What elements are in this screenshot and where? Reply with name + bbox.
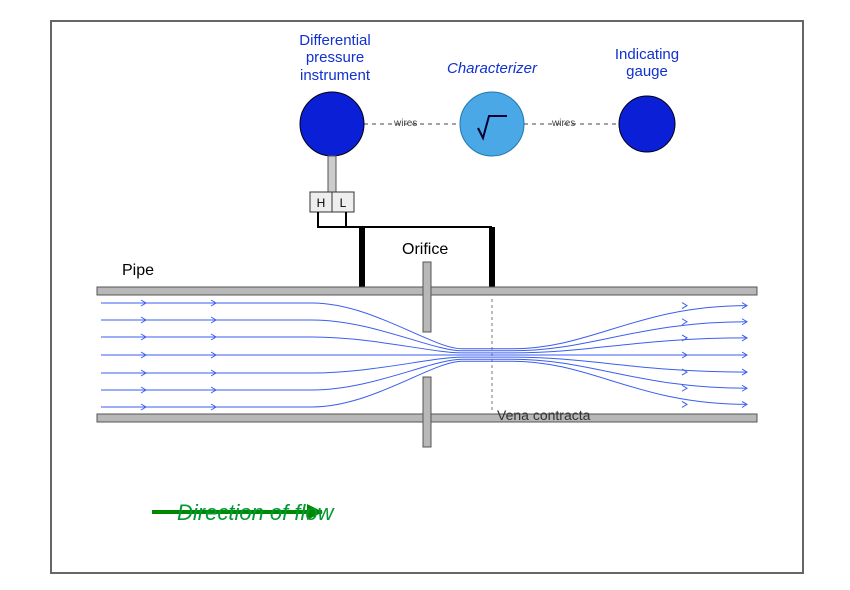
label-direction-of-flow: Direction of flow xyxy=(177,500,334,526)
label-indicating-gauge: Indicatinggauge xyxy=(592,46,702,81)
orifice-plate-top xyxy=(423,262,431,332)
streamline xyxy=(101,357,747,373)
label-orifice: Orifice xyxy=(402,241,448,259)
streamline xyxy=(101,337,747,353)
tube-low xyxy=(346,212,492,227)
tube-high xyxy=(318,212,362,227)
dp-instrument-circle xyxy=(300,92,364,156)
label-pipe: Pipe xyxy=(122,262,154,280)
diagram-svg: HL xyxy=(52,22,802,572)
dp-stem xyxy=(328,156,336,192)
label-H: H xyxy=(317,196,326,210)
streamline-arrow xyxy=(682,401,687,407)
streamline-arrow xyxy=(682,385,687,391)
label-dp-instrument: Differentialpressureinstrument xyxy=(270,32,400,84)
diagram-inner: Differentialpressureinstrument Character… xyxy=(50,20,804,574)
diagram-frame: Differentialpressureinstrument Character… xyxy=(0,0,850,590)
streamline-arrow xyxy=(682,303,687,309)
label-vena-contracta: Vena contracta xyxy=(497,407,590,423)
label-wires-right: wires xyxy=(552,118,575,129)
label-characterizer: Characterizer xyxy=(422,60,562,77)
streamline-arrow xyxy=(682,319,687,325)
characterizer-circle xyxy=(460,92,524,156)
label-wires-left: wires xyxy=(394,118,417,129)
label-L: L xyxy=(340,196,347,210)
tap-upstream xyxy=(359,227,365,293)
orifice-plate-bottom xyxy=(423,377,431,447)
tap-downstream xyxy=(489,227,495,293)
indicating-gauge-circle xyxy=(619,96,675,152)
